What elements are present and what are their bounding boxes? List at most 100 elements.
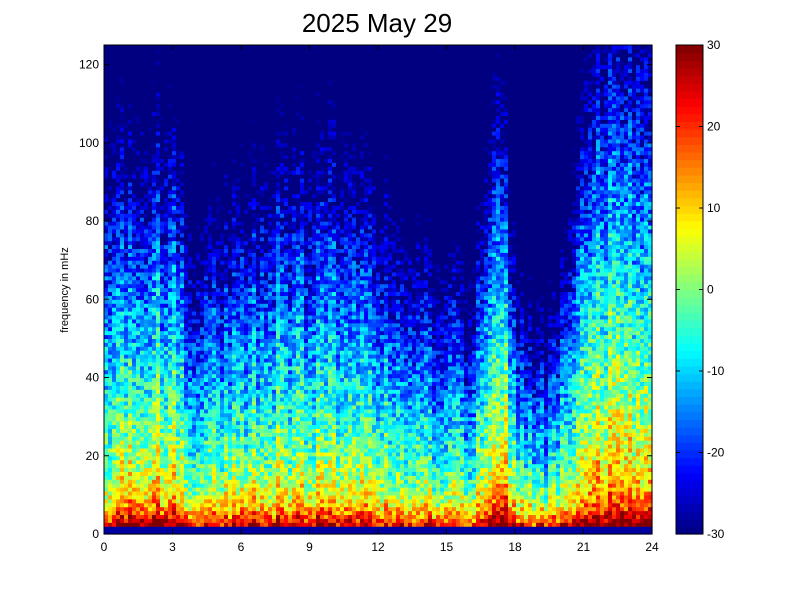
- heatmap-cell: [156, 279, 161, 285]
- heatmap-cell: [152, 209, 157, 214]
- heatmap-cell: [116, 162, 121, 167]
- heatmap-cell: [176, 510, 181, 516]
- heatmap-cell: [196, 283, 201, 289]
- heatmap-cell: [180, 181, 185, 187]
- heatmap-cell: [120, 373, 125, 379]
- heatmap-cell: [216, 522, 221, 527]
- heatmap-cell: [140, 146, 145, 152]
- heatmap-cell: [224, 455, 229, 461]
- heatmap-cell: [224, 115, 229, 120]
- heatmap-cell: [228, 252, 233, 257]
- heatmap-cell: [184, 506, 189, 512]
- heatmap-cell: [156, 185, 161, 191]
- heatmap-cell: [196, 232, 201, 238]
- heatmap-cell: [212, 224, 217, 230]
- heatmap-cell: [200, 236, 205, 242]
- heatmap-cell: [236, 264, 241, 269]
- heatmap-cell: [220, 428, 225, 433]
- heatmap-cell: [236, 416, 241, 422]
- heatmap-cell: [224, 502, 229, 508]
- heatmap-cell: [228, 494, 233, 500]
- heatmap-cell: [204, 522, 209, 527]
- heatmap-cell: [212, 338, 217, 343]
- heatmap-cell: [168, 498, 173, 504]
- heatmap-cell: [248, 48, 253, 54]
- heatmap-cell: [212, 170, 217, 175]
- heatmap-cell: [168, 361, 173, 367]
- heatmap-cell: [120, 502, 125, 508]
- heatmap-cell: [220, 45, 225, 50]
- heatmap-cell: [140, 158, 145, 163]
- heatmap-cell: [220, 60, 225, 66]
- heatmap-cell: [248, 361, 253, 367]
- heatmap-cell: [132, 354, 137, 359]
- heatmap-cell: [136, 205, 141, 210]
- heatmap-cell: [148, 142, 153, 148]
- heatmap-cell: [248, 326, 253, 332]
- heatmap-cell: [104, 88, 109, 93]
- heatmap-cell: [124, 369, 129, 375]
- heatmap-cell: [184, 52, 189, 58]
- heatmap-cell: [112, 381, 117, 386]
- heatmap-cell: [188, 326, 193, 332]
- heatmap-cell: [116, 522, 121, 527]
- heatmap-cell: [216, 444, 221, 449]
- heatmap-cell: [224, 45, 229, 50]
- heatmap-cell: [212, 189, 217, 195]
- heatmap-cell: [200, 64, 205, 70]
- heatmap-cell: [256, 99, 261, 105]
- heatmap-cell: [212, 459, 217, 465]
- heatmap-cell: [252, 166, 257, 171]
- heatmap-cell: [252, 99, 257, 105]
- heatmap-cell: [224, 178, 229, 183]
- heatmap-cell: [224, 475, 229, 480]
- heatmap-cell: [228, 397, 233, 402]
- heatmap-cell: [164, 45, 169, 50]
- heatmap-cell: [144, 213, 149, 218]
- heatmap-cell: [140, 385, 145, 390]
- heatmap-cell: [152, 440, 157, 445]
- heatmap-cell: [132, 408, 137, 414]
- heatmap-cell: [136, 381, 141, 386]
- heatmap-cell: [108, 467, 113, 473]
- heatmap-cell: [256, 185, 261, 191]
- heatmap-cell: [256, 490, 261, 496]
- heatmap-cell: [112, 279, 117, 285]
- heatmap-cell: [232, 510, 237, 516]
- heatmap-cell: [124, 240, 129, 246]
- heatmap-cell: [128, 68, 133, 73]
- heatmap-cell: [240, 303, 245, 308]
- heatmap-cell: [212, 393, 217, 398]
- heatmap-cell: [184, 444, 189, 449]
- heatmap-cell: [128, 84, 133, 89]
- heatmap-cell: [220, 498, 225, 504]
- heatmap-cell: [188, 400, 193, 406]
- heatmap-cell: [256, 295, 261, 300]
- heatmap-cell: [144, 291, 149, 296]
- heatmap-cell: [176, 420, 181, 426]
- heatmap-cell: [224, 138, 229, 144]
- heatmap-cell: [168, 224, 173, 230]
- heatmap-cell: [188, 271, 193, 277]
- heatmap-cell: [180, 318, 185, 324]
- heatmap-cell: [200, 471, 205, 476]
- heatmap-cell: [168, 150, 173, 156]
- heatmap-cell: [196, 510, 201, 516]
- heatmap-cell: [168, 68, 173, 73]
- heatmap-cell: [212, 228, 217, 234]
- heatmap-cell: [116, 342, 121, 347]
- heatmap-cell: [208, 224, 213, 230]
- heatmap-cell: [188, 420, 193, 426]
- heatmap-cell: [212, 334, 217, 339]
- heatmap-cell: [184, 354, 189, 359]
- heatmap-cell: [172, 217, 177, 222]
- heatmap-cell: [224, 248, 229, 253]
- heatmap-cell: [112, 357, 117, 363]
- heatmap-cell: [228, 123, 233, 128]
- heatmap-cell: [128, 95, 133, 101]
- heatmap-cell: [124, 166, 129, 171]
- heatmap-cell: [188, 283, 193, 289]
- heatmap-cell: [248, 123, 253, 128]
- heatmap-cell: [148, 506, 153, 512]
- heatmap-cell: [152, 420, 157, 426]
